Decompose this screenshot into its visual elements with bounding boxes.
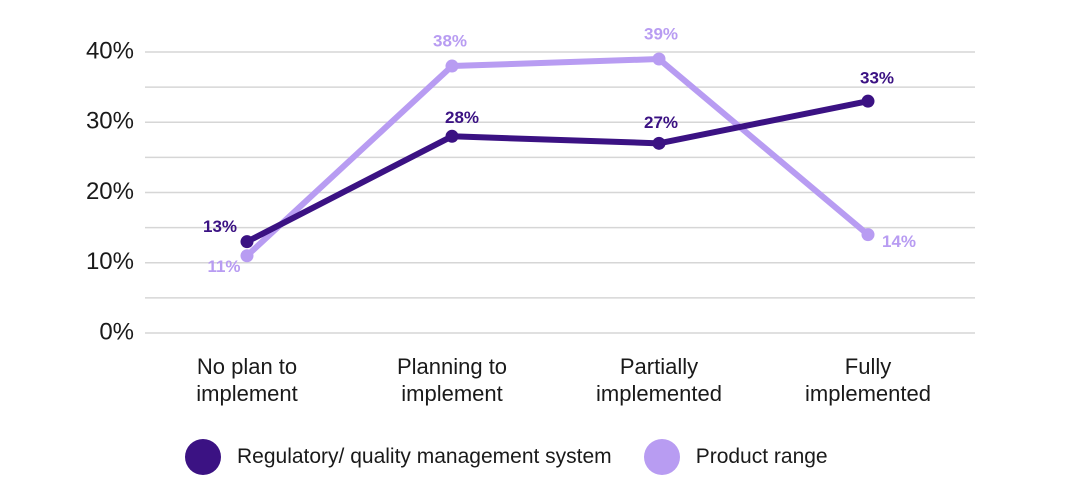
data-label: 11% [207,257,240,276]
x-tick-label: Partially [620,354,698,379]
data-point [652,52,666,66]
y-axis: 0% 10% 20% 30% 40% [86,37,134,345]
data-label-layer: 13% 28% 27% 33% 11% 38% 39% 14% [203,25,916,277]
legend-label-product-range: Product range [695,445,828,468]
legend: Regulatory/ quality management system Pr… [185,437,860,477]
legend-item-product-range: Product range [643,439,828,475]
x-tick-label: No plan to [197,354,297,379]
y-tick-label: 0% [99,318,134,345]
x-tick-label: Planning to [397,354,507,379]
legend-swatch-regulatory [185,439,221,475]
series-line [244,56,871,259]
x-tick-label: Fully [845,354,891,379]
legend-swatch-product-range [643,439,680,475]
data-point [445,129,459,143]
data-point [861,228,875,242]
data-label: 38% [433,32,467,51]
data-point [240,249,254,263]
data-label: 39% [644,25,678,44]
series-line [244,98,871,245]
x-tick-label: implement [196,381,297,406]
data-label: 28% [445,108,479,127]
data-label: 27% [644,113,678,132]
y-tick-label: 10% [86,248,134,275]
x-tick-label: implement [401,381,502,406]
y-tick-label: 40% [86,37,134,64]
y-tick-label: 30% [86,108,134,135]
data-point [240,235,254,249]
data-point [445,59,459,73]
series-1 [240,52,875,263]
data-label: 33% [860,69,894,88]
data-point [652,136,666,150]
line-chart: 0%10%20%30%40% No plan toimplementPlanni… [86,25,975,406]
x-tick-label: implemented [805,381,931,406]
gridlines [145,51,975,334]
legend-item-regulatory: Regulatory/ quality management system [185,439,612,475]
data-point [861,94,875,108]
legend-label-regulatory: Regulatory/ quality management system [237,445,612,468]
data-label: 14% [882,232,916,251]
x-tick-label: implemented [596,381,722,406]
y-tick-label: 20% [86,178,134,205]
series-0 [240,94,875,249]
data-label: 13% [203,217,237,236]
series-layer [240,52,875,263]
